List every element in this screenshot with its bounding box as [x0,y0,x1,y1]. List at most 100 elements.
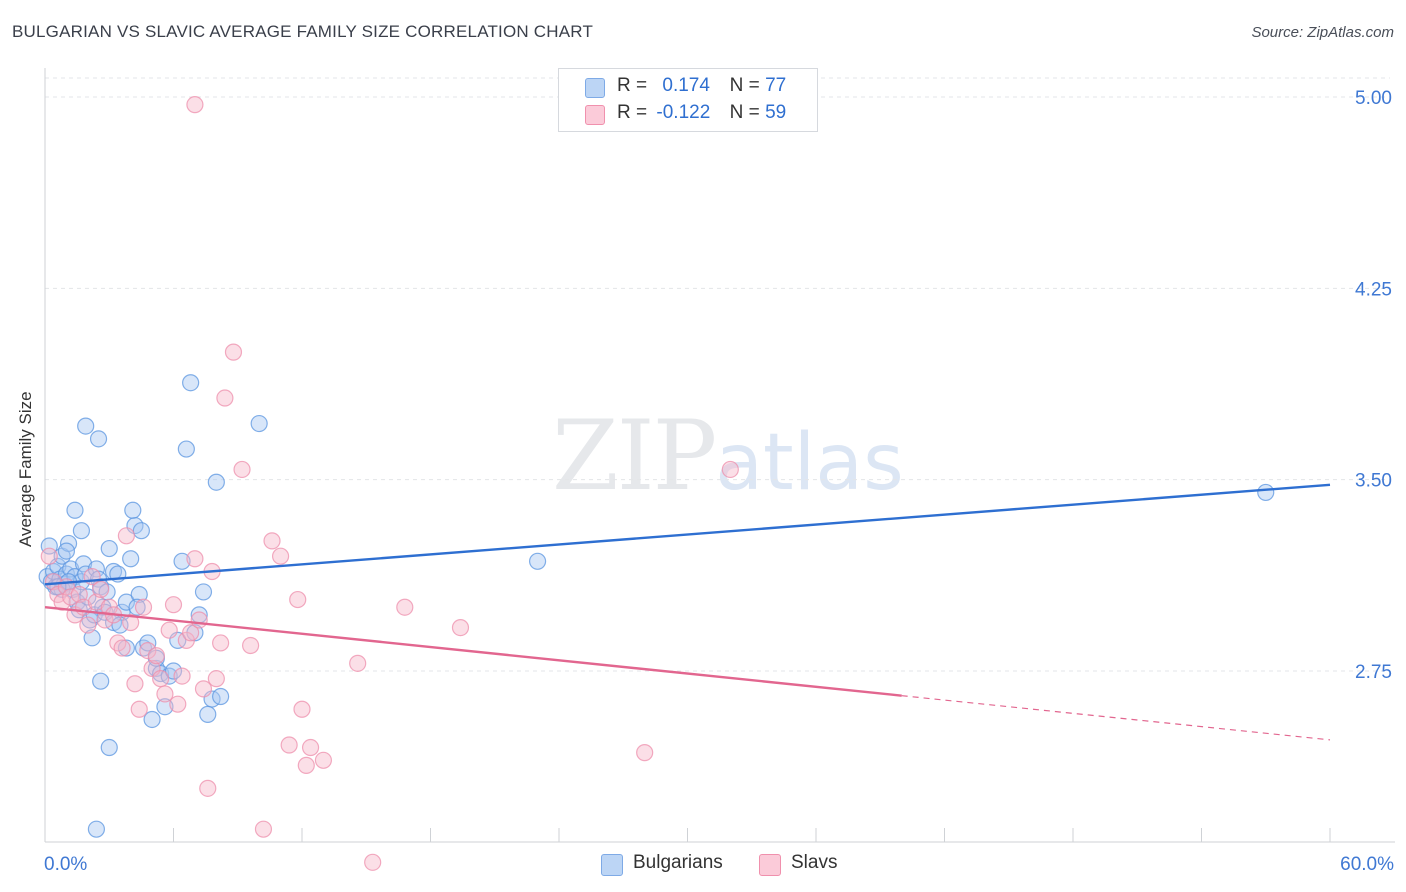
point-bulgarians [212,687,230,706]
point-bulgarians [173,552,191,570]
watermark-zip: ZIP [552,400,717,512]
watermark: ZIPatlas [552,400,904,512]
point-slavs [147,647,165,665]
point-bulgarians [130,585,148,604]
y-tick-label: 3.50 [1355,471,1392,492]
point-bulgarians [57,542,76,560]
point-bulgarians [164,662,183,680]
point-bulgarians [74,555,93,573]
point-slavs [113,639,131,657]
point-slavs [194,680,213,698]
point-bulgarians [111,616,129,634]
point-bulgarians [117,639,135,657]
y-tick-label: 5.00 [1355,88,1392,109]
point-bulgarians [100,738,118,757]
legend-n-value: 77 [765,75,787,96]
bottom-legend-label-bulgarians: Bulgarians [633,852,723,873]
point-slavs [293,700,311,718]
point-bulgarians [124,501,142,519]
source-label: Source: ZipAtlas.com [1251,24,1394,41]
point-slavs [173,667,191,685]
point-slavs [314,751,333,769]
point-slavs [156,685,174,703]
point-slavs [212,634,230,652]
point-bulgarians [83,629,101,647]
point-slavs [79,616,97,634]
point-slavs [96,611,114,629]
legend-r-label: R = [617,102,648,123]
point-slavs [254,820,273,838]
y-tick-label: 4.25 [1355,279,1392,300]
legend-n-value: 59 [765,102,787,123]
point-bulgarians [182,374,200,392]
y-tick-label: 2.75 [1355,662,1392,683]
legend-text-bulgarians: R = 0.174 N = 77 [617,75,786,97]
point-bulgarians [89,430,108,448]
point-bulgarians [117,593,135,611]
point-bulgarians [100,539,118,558]
point-slavs [280,736,298,754]
point-bulgarians [177,440,195,458]
point-slavs [216,389,234,407]
legend-swatch-bulgarians [585,78,605,98]
y-axis-label: Average Family Size [16,301,36,547]
x-tick-label-max: 60.0% [1340,854,1394,875]
point-slavs [182,624,200,642]
point-bulgarians [199,705,217,723]
point-slavs [186,96,204,114]
point-slavs [117,527,135,545]
point-slavs [126,675,144,693]
point-bulgarians [207,473,225,491]
point-slavs [139,641,157,660]
point-slavs [70,585,88,604]
point-slavs [364,853,382,871]
point-slavs [233,460,251,479]
point-slavs [130,700,148,718]
point-slavs [92,580,110,598]
point-bulgarians [528,552,547,570]
point-slavs [190,611,208,629]
point-slavs [301,738,320,757]
point-bulgarians [122,550,140,568]
point-slavs [224,343,243,361]
point-bulgarians [128,598,146,616]
legend-n-label: N = [729,75,760,96]
legend-r-label: R = [617,75,648,96]
point-bulgarians [66,501,84,519]
bottom-legend-label-slavs: Slavs [791,852,838,873]
x-tick-label-min: 0.0% [44,854,87,875]
point-slavs [152,670,170,688]
point-slavs [451,619,470,637]
point-slavs [349,654,367,672]
bottom-legend-swatch-bulgarians [601,854,623,876]
point-bulgarians [1257,483,1275,502]
point-slavs [721,460,739,479]
point-bulgarians [250,414,268,433]
point-bulgarians [72,522,91,540]
trendline-slavs [44,606,902,697]
point-slavs [134,598,153,616]
point-slavs [297,756,315,774]
point-slavs [199,779,217,797]
legend-r-value: 0.174 [662,75,710,96]
point-slavs [263,532,281,550]
point-bulgarians [92,672,110,690]
point-slavs [396,598,414,616]
legend-r-value: -0.122 [656,102,711,123]
point-bulgarians [87,820,106,838]
point-slavs [289,590,307,609]
point-slavs [87,593,106,611]
bottom-legend-swatch-slavs [759,854,781,876]
trendline-extension-slavs [901,695,1331,741]
watermark-atlas: atlas [715,418,904,508]
point-slavs [40,547,58,565]
point-slavs [207,670,225,688]
y-axis-label-text: Average Family Size [16,391,35,547]
point-slavs [160,621,178,639]
point-bulgarians [143,710,161,729]
point-slavs [636,744,654,762]
point-bulgarians [77,417,95,435]
point-slavs [186,550,204,568]
trendline-bulgarians [44,483,1331,586]
